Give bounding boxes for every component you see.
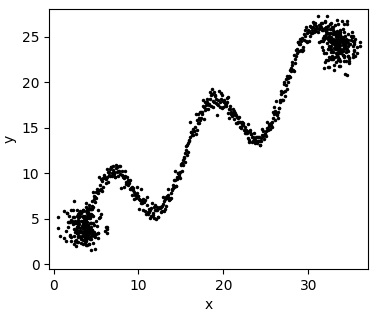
X-axis label: x: x <box>204 298 213 309</box>
Y-axis label: y: y <box>2 135 16 143</box>
